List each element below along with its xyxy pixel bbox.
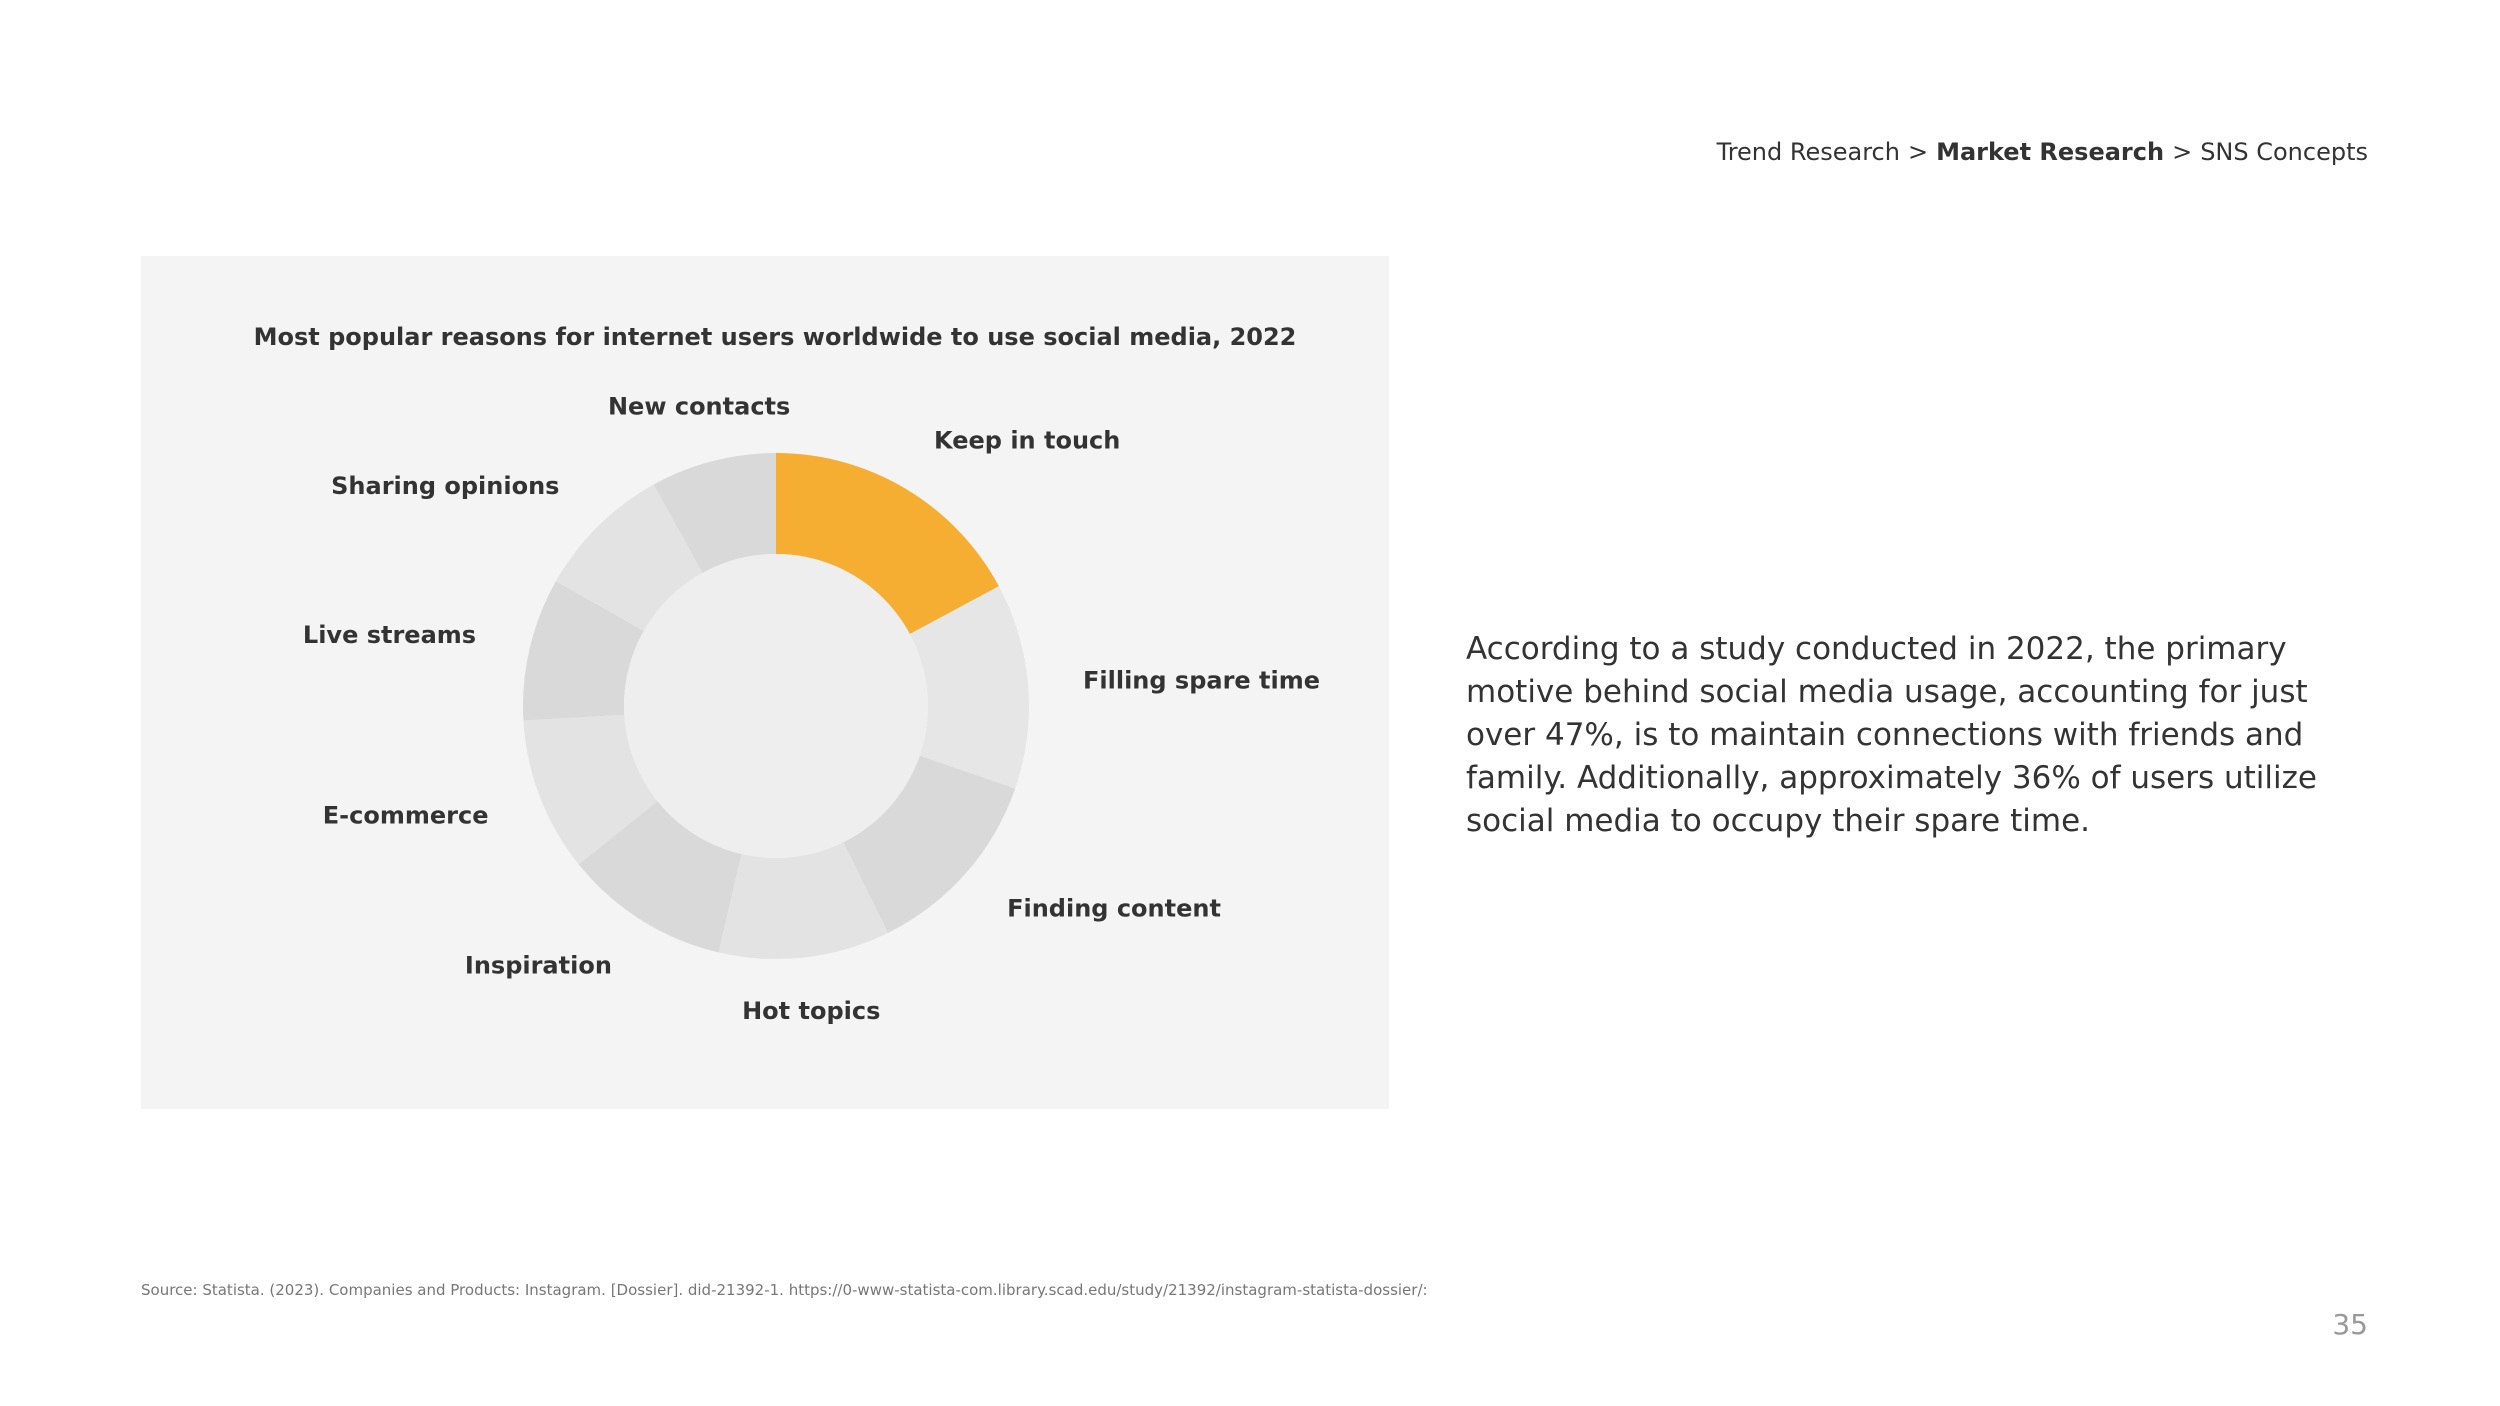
donut-segment: [776, 453, 999, 635]
donut-segment: [523, 714, 658, 865]
segment-label: Hot topics: [742, 997, 880, 1025]
breadcrumb: Trend Research > Market Research > SNS Conce…: [1717, 138, 2368, 166]
donut-segment: [653, 453, 776, 573]
segment-label: Keep in touch: [934, 427, 1120, 455]
segment-label: Finding content: [1007, 895, 1221, 923]
crumb: SNS Concepts: [2200, 138, 2368, 166]
segment-label: New contacts: [608, 393, 790, 421]
crumb-current: Market Research: [1936, 138, 2165, 166]
donut-segment: [718, 842, 889, 959]
segment-label: E-commerce: [323, 801, 489, 829]
segment-label: Inspiration: [465, 952, 612, 980]
chart: Most popular reasons for internet users …: [254, 323, 1320, 1025]
body-text: According to a study conducted in 2022, …: [1466, 631, 2317, 839]
crumb-sep: >: [1907, 138, 1929, 166]
segment-label: Filling spare time: [1083, 666, 1320, 694]
page-number: 35: [2332, 1308, 2368, 1341]
source: Source: Statista. (2023). Companies and …: [141, 1281, 1428, 1299]
crumb-sep: >: [2172, 138, 2193, 166]
crumb: Trend Research: [1716, 138, 1900, 166]
donut-segment: [555, 484, 703, 632]
donut-segment: [523, 581, 644, 721]
donut-segment: [909, 586, 1029, 789]
donut-segment: [578, 801, 742, 953]
chart-title: Most popular reasons for internet users …: [254, 323, 1297, 351]
donut-segment: [843, 755, 1016, 933]
segment-label: Sharing opinions: [331, 472, 559, 500]
donut-hole: [624, 554, 928, 858]
segment-label: Live streams: [303, 621, 476, 649]
chart-panel: Most popular reasons for internet users …: [141, 256, 1389, 1109]
